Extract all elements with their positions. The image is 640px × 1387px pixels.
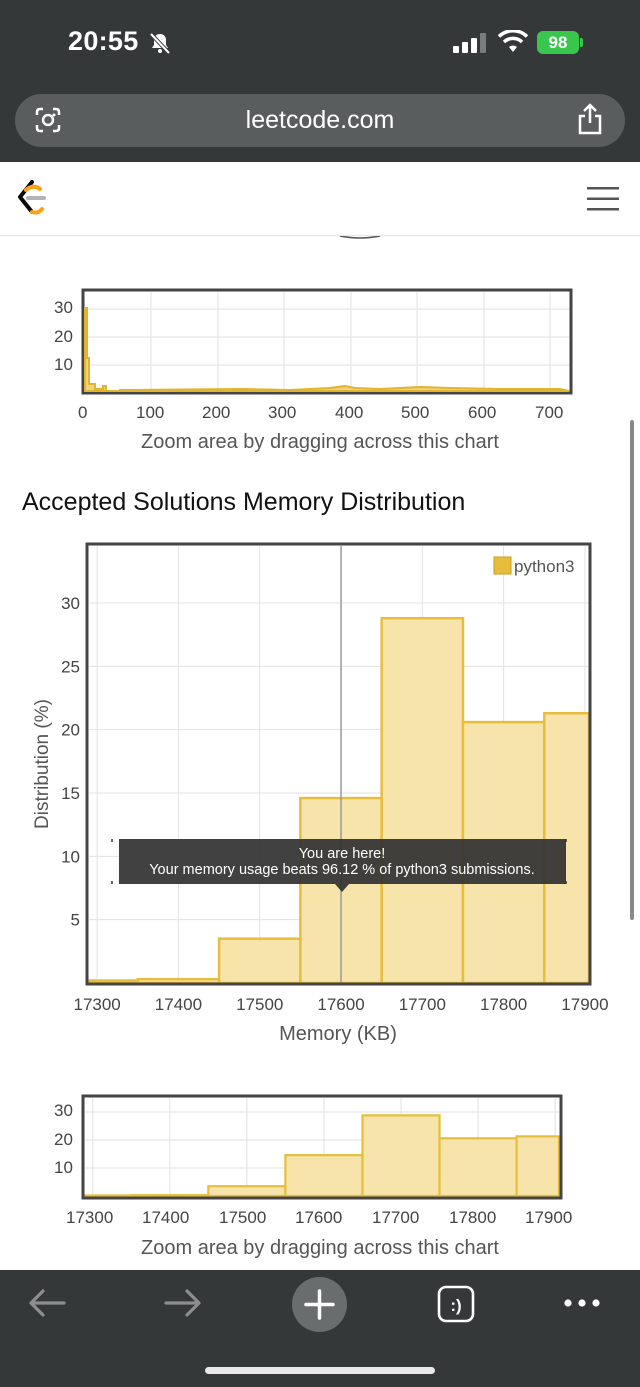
x-tick-label: 17700	[399, 995, 446, 1014]
mini-histogram-bar	[438, 1137, 518, 1198]
mini-chart-distribution	[84, 307, 570, 392]
mini-bottom-y-tick: 30	[54, 1101, 73, 1120]
mini-bottom-x-tick: 17900	[525, 1208, 573, 1227]
signal-icon	[453, 33, 486, 53]
mini-top-x-tick: 600	[468, 403, 497, 422]
mini-top-y-tick: 20	[54, 327, 73, 346]
svg-text::): :)	[450, 1296, 461, 1315]
mini-top-x-tick: 300	[268, 403, 297, 422]
battery-indicator: 98	[537, 31, 579, 54]
url-text: leetcode.com	[245, 106, 395, 134]
mini-top-x-tick: 0	[78, 403, 88, 422]
x-axis-label: Memory (KB)	[279, 1023, 397, 1045]
y-tick-label: 5	[71, 911, 80, 930]
mini-bottom-y-tick: 10	[54, 1158, 73, 1177]
x-tick-label: 17900	[561, 995, 608, 1014]
status-time: 20:55	[68, 26, 139, 56]
mini-chart-frame	[81, 288, 573, 395]
mini-chart-frame	[81, 1094, 563, 1200]
legend-swatch	[493, 556, 512, 575]
mini-top-x-tick: 200	[202, 403, 231, 422]
y-tick-label: 15	[61, 784, 80, 803]
chart-frame	[85, 542, 592, 986]
tabs-smiley-icon[interactable]: :)	[437, 1285, 475, 1323]
mini-top-x-tick: 500	[401, 403, 430, 422]
url-bar[interactable]: leetcode.com	[15, 94, 625, 147]
histogram-bar[interactable]	[136, 977, 221, 985]
mini-bottom-x-tick: 17300	[66, 1208, 114, 1227]
plus-icon	[304, 1289, 335, 1320]
you-are-here-tooltip: You are here! Your memory usage beats 96…	[111, 839, 567, 892]
histogram-bar[interactable]	[380, 616, 465, 985]
page-scrollbar[interactable]	[630, 420, 634, 920]
zoom-hint-caption: Zoom area by dragging across this chart	[141, 1237, 499, 1259]
tooltip-message: Your memory usage beats 96.12 % of pytho…	[149, 862, 535, 878]
y-tick-label: 10	[61, 847, 80, 866]
x-tick-label: 17600	[317, 995, 364, 1014]
mini-top-y-tick: 30	[54, 298, 73, 317]
wifi-icon	[498, 30, 528, 52]
mini-histogram-bar	[284, 1154, 364, 1198]
y-axis-label: Distribution (%)	[32, 699, 53, 829]
camera-scan-icon[interactable]	[34, 106, 62, 134]
x-tick-label: 17800	[480, 995, 527, 1014]
memory-zoom-chart[interactable]	[0, 1090, 640, 1265]
battery-tip	[580, 38, 583, 47]
mini-bottom-x-tick: 17400	[142, 1208, 190, 1227]
x-tick-label: 17500	[236, 995, 283, 1014]
site-header	[0, 162, 640, 236]
mini-top-y-tick: 10	[54, 355, 73, 374]
y-tick-label: 25	[61, 657, 80, 676]
tooltip-title: You are here!	[299, 846, 386, 862]
mini-bottom-x-tick: 17800	[449, 1208, 497, 1227]
legend-label-python3[interactable]: python3	[514, 557, 575, 576]
leetcode-logo[interactable]	[16, 180, 48, 216]
mini-bottom-x-tick: 17500	[219, 1208, 267, 1227]
share-icon[interactable]	[576, 103, 604, 135]
mini-histogram-bar	[515, 1135, 561, 1198]
mini-top-x-tick: 700	[535, 403, 564, 422]
new-tab-button[interactable]	[292, 1277, 347, 1332]
cropped-label-fragment	[339, 236, 381, 239]
section-title: Accepted Solutions Memory Distribution	[22, 488, 466, 516]
zoom-hint-caption: Zoom area by dragging across this chart	[141, 431, 499, 453]
menu-hamburger-icon[interactable]	[587, 186, 619, 212]
home-indicator	[205, 1367, 435, 1374]
bell-off-icon	[149, 32, 171, 55]
more-options-icon[interactable]	[563, 1297, 601, 1309]
mini-top-x-tick: 100	[136, 403, 165, 422]
y-tick-label: 20	[61, 721, 80, 740]
forward-arrow-icon[interactable]	[164, 1288, 202, 1318]
y-tick-label: 30	[61, 594, 80, 613]
mini-histogram-bar	[130, 1194, 210, 1198]
mini-histogram-bar	[83, 1194, 133, 1198]
x-tick-label: 17300	[73, 995, 120, 1014]
mini-histogram-bar	[207, 1185, 287, 1198]
x-tick-label: 17400	[155, 995, 202, 1014]
mini-top-x-tick: 400	[335, 403, 364, 422]
back-arrow-icon[interactable]	[28, 1288, 66, 1318]
mini-bottom-y-tick: 20	[54, 1130, 73, 1149]
mini-histogram-bar	[361, 1114, 441, 1198]
memory-distribution-chart[interactable]: 5 10 15 20 25 30 17300 17400 17500 17600 17700 178…	[0, 530, 640, 1060]
mini-bottom-x-tick: 17700	[372, 1208, 420, 1227]
mini-bottom-x-tick: 17600	[295, 1208, 343, 1227]
runtime-zoom-chart[interactable]	[0, 236, 640, 426]
histogram-bar[interactable]	[217, 937, 302, 985]
